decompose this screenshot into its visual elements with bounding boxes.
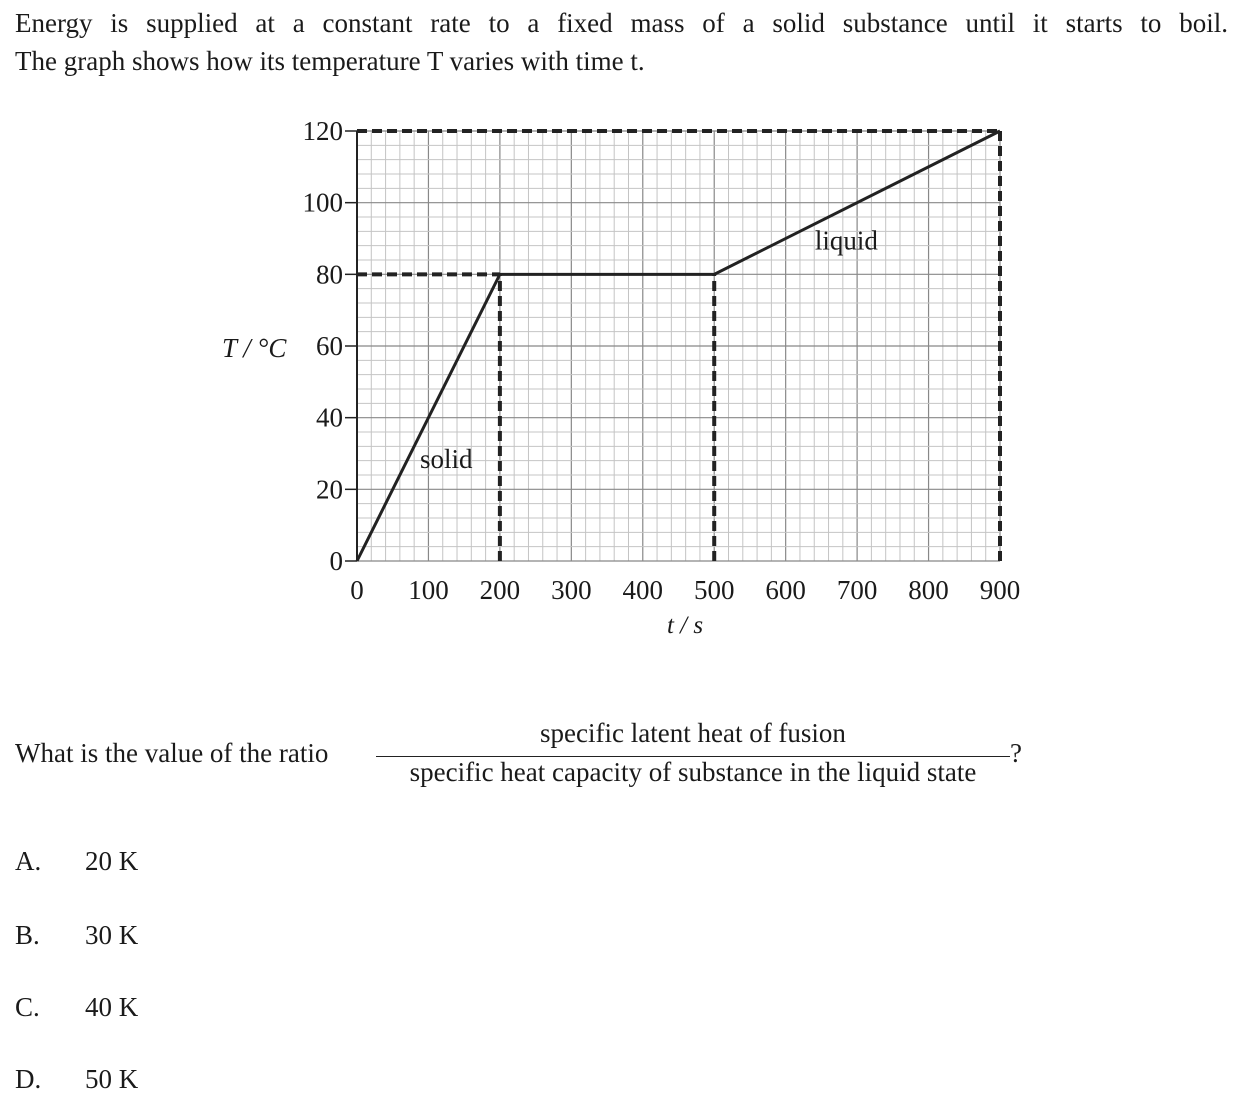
ratio-fraction: specific latent heat of fusion specific … [376, 718, 1010, 788]
x-axis-label: t / s [667, 612, 703, 639]
y-tick-label: 60 [316, 331, 343, 361]
x-tick-label: 400 [623, 575, 664, 605]
annotation-label: solid [420, 444, 473, 474]
x-tick-label: 500 [694, 575, 735, 605]
ratio-numerator: specific latent heat of fusion [540, 718, 846, 748]
x-tick-label: 200 [480, 575, 521, 605]
fraction-bar [376, 756, 1010, 757]
ratio-prompt: What is the value of the ratio [15, 738, 329, 768]
question-stem-line1: Energy is supplied at a constant rate to… [15, 8, 1228, 38]
question-mark: ? [1010, 738, 1022, 768]
option-text: 20 K [85, 846, 139, 876]
option-letter: D. [15, 1064, 42, 1094]
y-tick-label: 120 [303, 116, 344, 146]
x-tick-label: 800 [908, 575, 949, 605]
option-a[interactable]: A. 20 K [15, 846, 138, 877]
question-stem-line2: The graph shows how its temperature T va… [15, 46, 645, 76]
ratio-denominator: specific heat capacity of substance in t… [409, 757, 977, 787]
x-tick-label: 100 [408, 575, 449, 605]
y-tick-label: 80 [316, 259, 343, 289]
temperature-line [355, 129, 1001, 562]
y-tick-label: 40 [316, 403, 343, 433]
y-tick-label: 0 [330, 546, 344, 576]
option-letter: A. [15, 846, 42, 876]
temperature-time-graph: 0 20 40 60 80 100 120 0 100 200 300 400 500 600 700 800… [222, 116, 1021, 639]
x-tick-label: 300 [551, 575, 592, 605]
x-tick-label: 900 [980, 575, 1021, 605]
x-tick-label: 0 [350, 575, 364, 605]
option-b[interactable]: B. 30 K [15, 920, 138, 951]
option-d[interactable]: D. 50 K [15, 1064, 138, 1095]
y-axis-label: T / °C [222, 333, 287, 363]
x-tick-label: 600 [765, 575, 806, 605]
y-tick-label: 20 [316, 474, 343, 504]
option-text: 30 K [85, 920, 139, 950]
option-letter: C. [15, 992, 40, 1022]
option-text: 50 K [85, 1064, 139, 1094]
option-text: 40 K [85, 992, 139, 1022]
y-tick-label: 100 [303, 188, 344, 218]
annotation-label: liquid [815, 225, 879, 255]
x-tick-label: 700 [837, 575, 878, 605]
option-letter: B. [15, 920, 40, 950]
option-c[interactable]: C. 40 K [15, 992, 138, 1023]
